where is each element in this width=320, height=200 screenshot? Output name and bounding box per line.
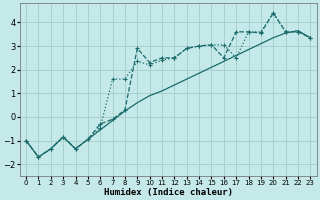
X-axis label: Humidex (Indice chaleur): Humidex (Indice chaleur) <box>104 188 233 197</box>
